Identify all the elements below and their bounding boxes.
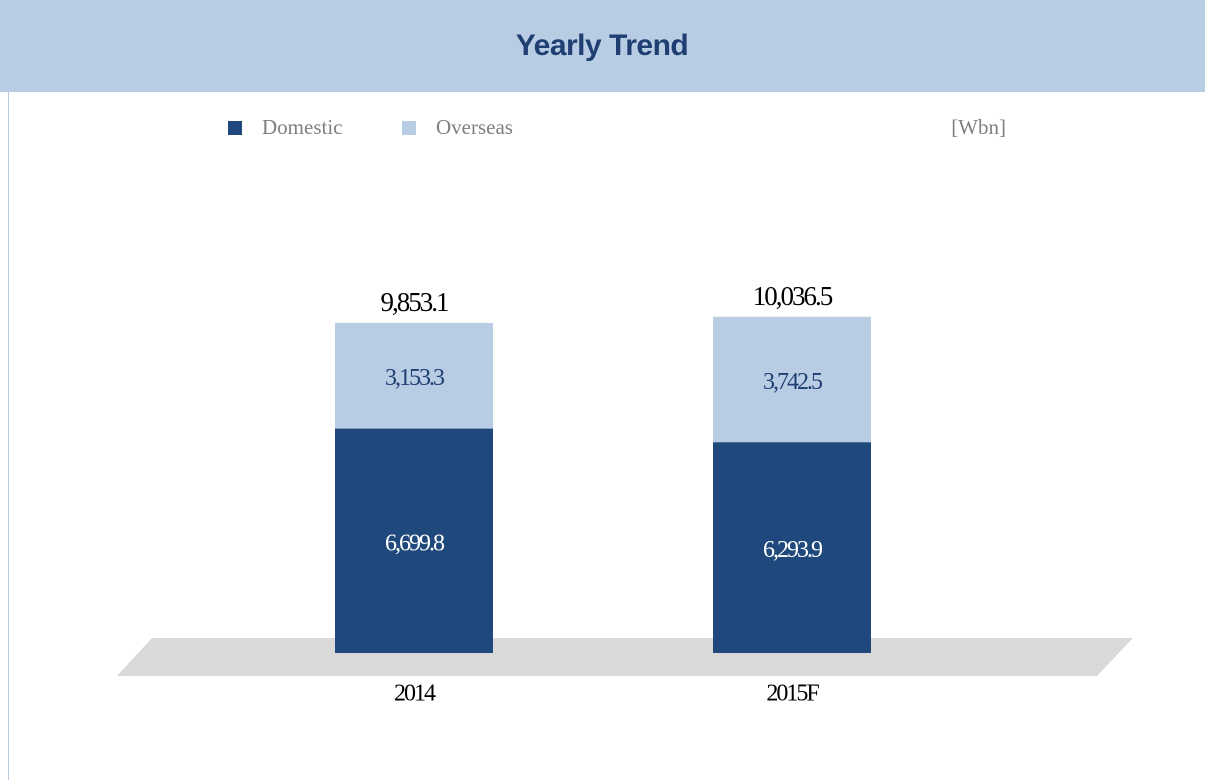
x-tick-label: 2014 [394,681,436,707]
total-label: 9,853.1 [381,287,449,317]
header-band [0,0,1205,92]
chart-title: Yearly Trend [516,29,688,62]
bar-segment [713,316,871,443]
unit-label: [Wbn] [951,115,1006,139]
total-label: 10,036.5 [753,281,833,311]
x-tick-label: 2015F [766,681,819,707]
legend-swatch [402,121,416,135]
legend-label: Domestic [262,115,342,139]
legend-swatch [228,121,242,135]
bar-segment [335,322,493,429]
bar-segment [713,442,871,653]
value-label: 3,153.3 [385,365,445,391]
value-label: 3,742.5 [763,369,823,395]
legend-label: Overseas [436,115,513,139]
bar-segment [335,428,493,653]
value-label: 6,699.8 [385,530,445,556]
value-label: 6,293.9 [763,537,823,563]
floor [117,638,1133,676]
